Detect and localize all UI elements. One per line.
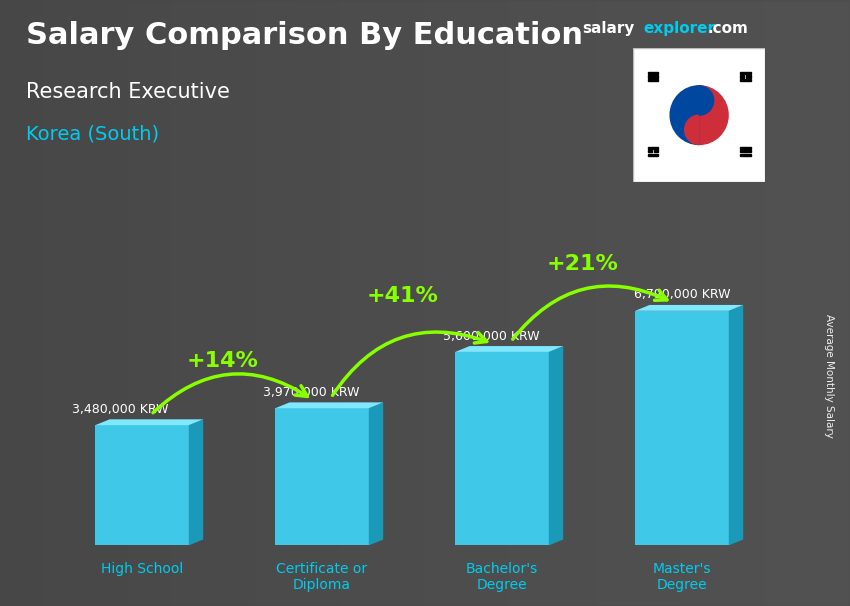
Text: 5,600,000 KRW: 5,600,000 KRW	[443, 330, 540, 342]
Polygon shape	[275, 402, 383, 408]
Polygon shape	[275, 408, 369, 545]
Bar	[648, 153, 658, 156]
Wedge shape	[684, 115, 699, 144]
Bar	[740, 150, 751, 153]
Bar	[740, 72, 751, 75]
Bar	[654, 150, 658, 153]
Text: +41%: +41%	[367, 285, 439, 305]
Text: +14%: +14%	[187, 351, 259, 371]
Text: +21%: +21%	[547, 254, 619, 274]
Polygon shape	[189, 419, 203, 545]
Bar	[740, 75, 745, 78]
Text: Research Executive: Research Executive	[26, 82, 230, 102]
Polygon shape	[456, 346, 564, 352]
Text: 3,970,000 KRW: 3,970,000 KRW	[263, 386, 360, 399]
Bar	[648, 147, 658, 149]
Polygon shape	[549, 346, 564, 545]
Polygon shape	[95, 419, 203, 425]
Wedge shape	[699, 86, 714, 115]
Text: .com: .com	[707, 21, 748, 36]
Polygon shape	[635, 305, 743, 311]
Bar	[740, 153, 751, 156]
Polygon shape	[635, 311, 728, 545]
Text: Korea (South): Korea (South)	[26, 124, 159, 143]
Polygon shape	[369, 402, 383, 545]
Bar	[648, 75, 658, 78]
Text: 3,480,000 KRW: 3,480,000 KRW	[72, 403, 168, 416]
Bar	[648, 150, 652, 153]
Bar	[740, 147, 751, 149]
Text: Average Monthly Salary: Average Monthly Salary	[824, 314, 834, 438]
Polygon shape	[95, 425, 189, 545]
Wedge shape	[699, 86, 728, 144]
Bar	[746, 75, 751, 78]
Bar	[740, 79, 751, 81]
Polygon shape	[728, 305, 743, 545]
Wedge shape	[670, 86, 699, 144]
Bar	[648, 72, 658, 75]
Text: explorer: explorer	[643, 21, 716, 36]
Text: Salary Comparison By Education: Salary Comparison By Education	[26, 21, 582, 50]
Text: 6,790,000 KRW: 6,790,000 KRW	[634, 288, 730, 301]
Polygon shape	[456, 352, 549, 545]
Text: salary: salary	[582, 21, 635, 36]
Bar	[648, 79, 658, 81]
